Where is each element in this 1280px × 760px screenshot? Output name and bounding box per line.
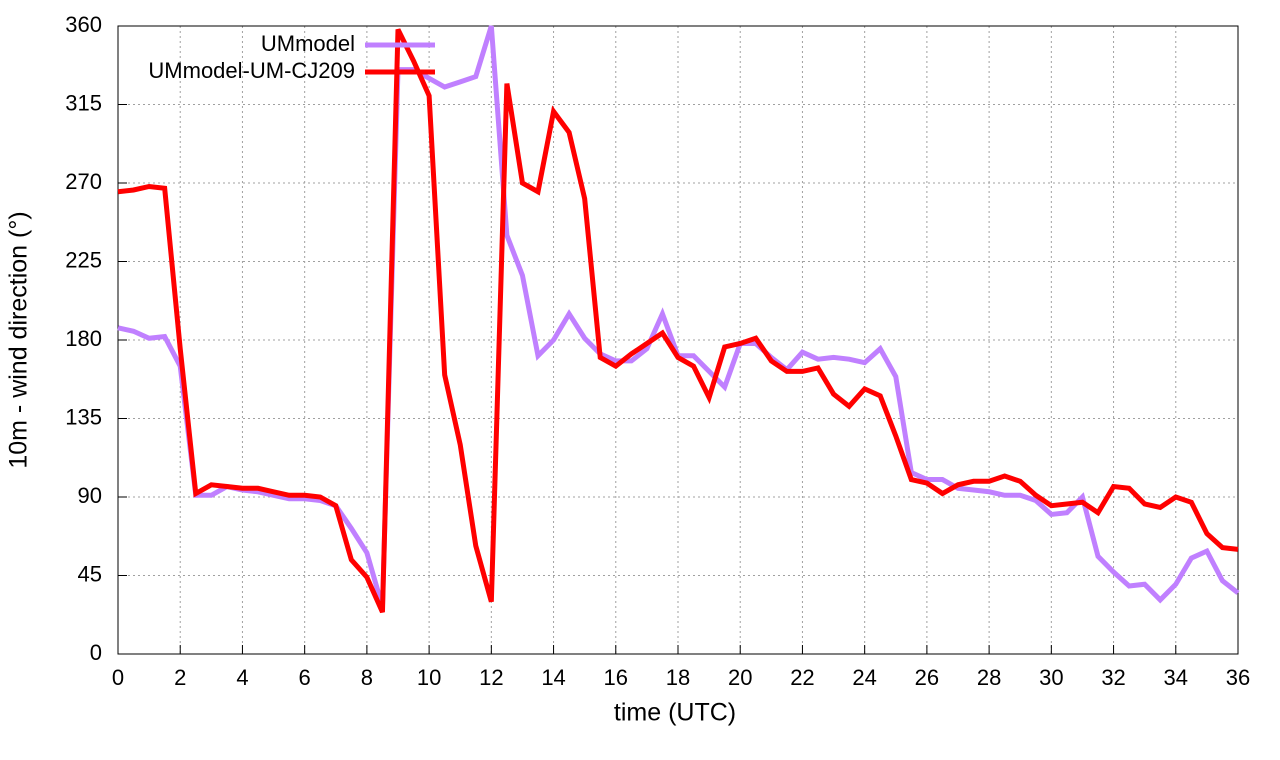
x-axis-label: time (UTC) [614,699,736,727]
x-tick-label: 34 [1164,665,1188,690]
x-tick-label: 36 [1226,665,1250,690]
y-tick-label: 360 [65,12,102,37]
x-tick-label: 24 [852,665,876,690]
x-tick-label: 18 [666,665,690,690]
x-tick-label: 30 [1039,665,1063,690]
y-tick-label: 90 [78,483,102,508]
data-line [117,28,1239,614]
legend-label: UMmodel [261,31,355,56]
legend-label: UMmodel-UM-CJ209 [148,58,355,83]
x-tick-label: 0 [112,665,124,690]
x-tick-label: 6 [299,665,311,690]
y-axis-label: 10m - wind direction (°) [5,211,33,468]
x-tick-label: 14 [541,665,565,690]
x-tick-label: 12 [479,665,503,690]
y-tick-label: 135 [65,404,102,429]
x-tick-label: 8 [361,665,373,690]
y-tick-label: 0 [90,640,102,665]
x-tick-label: 10 [417,665,441,690]
x-tick-label: 2 [174,665,186,690]
x-tick-label: 26 [915,665,939,690]
y-tick-label: 45 [78,561,102,586]
x-tick-label: 28 [977,665,1001,690]
x-tick-label: 16 [604,665,628,690]
x-tick-label: 32 [1101,665,1125,690]
y-tick-label: 225 [65,247,102,272]
y-tick-label: 315 [65,90,102,115]
y-tick-label: 270 [65,169,102,194]
y-tick-label: 180 [65,326,102,351]
plot-frame [117,25,1239,655]
x-tick-label: 4 [236,665,248,690]
x-tick-label: 22 [790,665,814,690]
x-tick-label: 20 [728,665,752,690]
